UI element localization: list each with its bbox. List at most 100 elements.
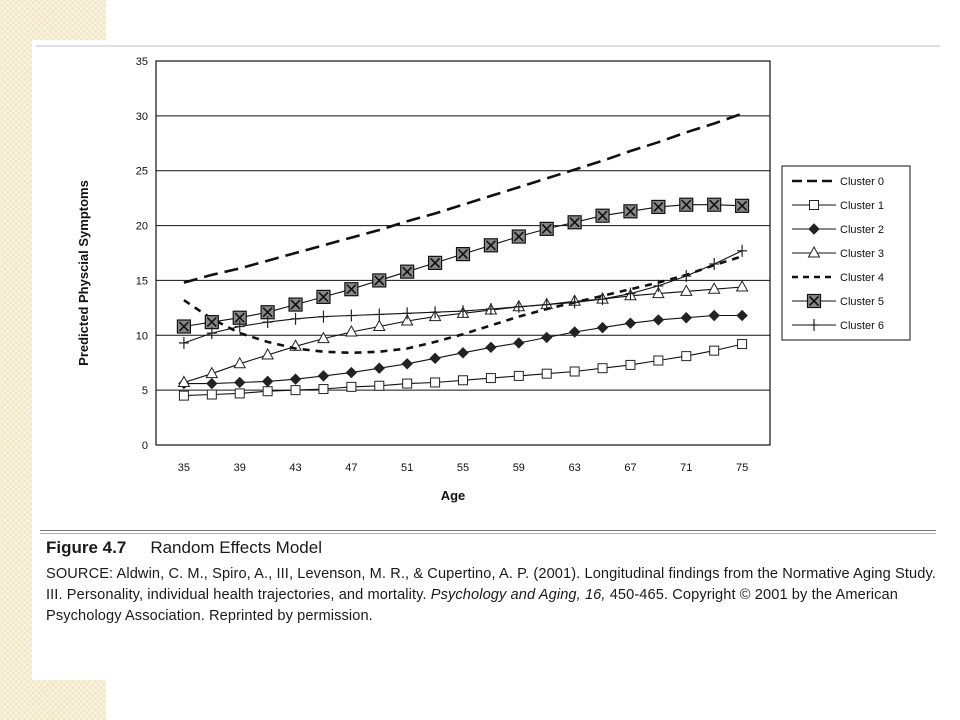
legend-label: Cluster 3 [840,248,884,260]
legend-label: Cluster 1 [840,200,884,212]
data-point-diamond [708,309,720,322]
series-0 [183,112,743,284]
data-point-square [290,385,301,396]
data-point-diamond [261,375,274,388]
data-point-boxed-x-stroke [513,231,524,242]
data-point-square [402,378,413,389]
data-point-square [653,355,664,366]
figure-title: Random Effects Model [150,538,322,557]
x-tick-label: 35 [178,462,190,474]
data-point-boxed-x-stroke [681,199,692,210]
data-point-diamond [541,331,553,344]
data-point-triangle [261,347,274,360]
source-prefix: SOURCE: Aldwin, C. M., Spiro, A., III, L… [46,566,936,603]
data-point-diamond [680,312,692,324]
data-point-boxed-x-stroke [653,201,664,212]
data-point-square [681,351,692,362]
y-tick-label: 5 [142,385,148,397]
y-tick-label: 25 [136,166,148,178]
line-chart: 0 5 10 15 20 25 30 35 35 39 43 47 51 55 59 63 67 71 75 Age P… [76,56,911,503]
data-point-diamond [234,376,246,389]
data-point-boxed-x-stroke [430,257,441,268]
data-point-square [541,368,552,379]
data-point-diamond [373,362,385,374]
data-point-diamond [345,366,358,379]
y-tick-label: 0 [142,440,148,452]
series-line [183,255,743,355]
top-divider [36,45,940,47]
x-axis-title: Age [441,488,466,503]
y-tick-label: 10 [136,330,148,342]
data-point-boxed-x-stroke [541,223,552,234]
data-point-triangle [652,286,665,299]
caption-rule [40,530,936,531]
data-point-diamond [513,337,525,349]
data-point-boxed-x-stroke [290,299,301,310]
data-point-boxed-x-stroke [206,317,217,328]
data-point-triangle [177,375,191,387]
legend-label: Cluster 0 [840,176,884,188]
data-point-square [709,345,720,356]
x-tick-label: 71 [680,462,692,474]
data-point-square [374,380,385,391]
data-point-boxed-x-stroke [737,200,748,211]
series-line [183,112,743,284]
y-tick-label: 20 [136,221,148,233]
data-point-triangle [807,245,821,258]
x-tick-label: 43 [289,462,301,474]
plot-frame [155,60,771,446]
x-tick-label: 75 [736,462,748,474]
figure-number: Figure 4.7 [46,538,127,557]
x-tick-label: 59 [513,462,525,474]
data-point-diamond [736,309,748,322]
data-point-diamond [289,373,302,385]
series-2 [178,309,748,390]
data-point-triangle [400,313,414,326]
figure-source: SOURCE: Aldwin, C. M., Spiro, A., III, L… [46,564,938,627]
data-point-boxed-x-stroke [625,206,636,217]
y-tick-label: 35 [136,56,148,68]
data-point-diamond [457,347,469,359]
data-point-diamond [596,321,609,334]
data-point-diamond [624,317,637,329]
data-point-boxed-x-stroke [234,312,245,323]
series-6 [178,244,748,349]
data-point-square [458,375,468,386]
x-tick-label: 51 [401,462,413,474]
data-point-triangle [735,279,749,292]
y-tick-label: 15 [136,275,148,287]
data-point-boxed-x-stroke [374,275,385,286]
legend-label: Cluster 5 [840,296,884,308]
data-point-square [513,370,524,381]
data-point-square [430,377,441,388]
x-tick-label: 39 [234,462,246,474]
data-point-triangle [372,319,386,332]
data-point-boxed-x-stroke [402,266,413,277]
figure-caption: Figure 4.7 Random Effects Model SOURCE: A… [46,538,938,627]
data-point-boxed-x-stroke [597,210,608,221]
data-point-boxed-x-stroke [178,321,189,332]
figure-heading: Figure 4.7 Random Effects Model [46,538,938,558]
data-point-boxed-x-stroke [457,249,469,260]
data-point-triangle [345,324,358,337]
data-point-square [737,339,748,350]
data-point-triangle [205,366,219,379]
data-point-diamond [568,326,581,338]
data-point-square [318,384,329,395]
figure-panel [32,40,940,680]
data-point-square [234,388,245,399]
data-point-square [178,390,189,401]
legend-label: Cluster 4 [840,272,884,284]
y-axis-title: Predicted Physcial Symptoms [76,180,91,366]
data-point-triangle [679,284,693,296]
data-point-boxed-x-stroke [262,307,273,318]
data-point-diamond [429,352,441,365]
data-point-square [809,200,819,210]
x-tick-label: 55 [457,462,469,474]
series-4 [183,255,743,355]
data-point-square [346,381,357,392]
y-tick-label: 30 [136,111,148,123]
series-1 [178,339,748,401]
legend-label: Cluster 2 [840,224,884,236]
data-point-diamond [206,377,218,390]
